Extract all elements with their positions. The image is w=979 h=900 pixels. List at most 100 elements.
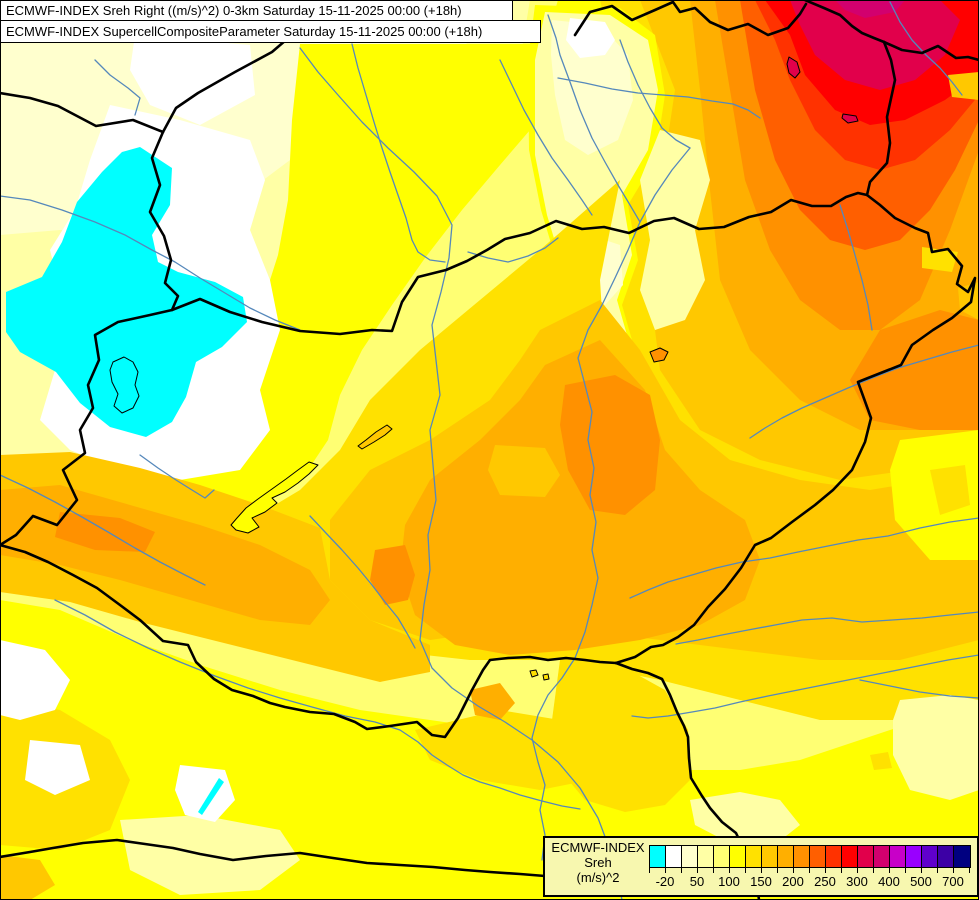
legend-tick-label: 300: [846, 874, 868, 889]
river-line: [619, 39, 691, 149]
legend-label-parameter: Sreh: [584, 855, 612, 870]
legend-swatch: [890, 846, 906, 867]
lake-outline: [529, 669, 539, 678]
legend-swatch: [922, 846, 938, 867]
contour-region: [893, 695, 979, 800]
legend-tick: [809, 868, 810, 873]
legend-tick: [665, 868, 666, 873]
legend-swatch: [746, 846, 762, 867]
legend-swatch: [938, 846, 954, 867]
contour-region: [850, 310, 979, 430]
legend-swatch: [682, 846, 698, 867]
legend-swatch: [714, 846, 730, 867]
legend-tick: [745, 868, 746, 873]
contour-region: [488, 445, 560, 497]
legend-tick: [857, 868, 858, 873]
contour-region: [170, 0, 610, 512]
contour-region: [640, 130, 710, 330]
legend-tick-label: 500: [910, 874, 932, 889]
country-border-line: [614, 193, 977, 665]
country-border-line: [882, 40, 979, 62]
river-line: [139, 454, 215, 499]
colorbar-legend: ECMWF-INDEX Sreh (m/s)^2 -20 50 100 150 200 2…: [543, 836, 979, 897]
legend-swatch: [810, 846, 826, 867]
country-border-line: [865, 40, 897, 197]
lake-outline: [841, 113, 859, 124]
legend-swatch: [954, 846, 970, 867]
legend-tick-label: 200: [782, 874, 804, 889]
legend-swatch: [666, 846, 682, 867]
legend-tick: [761, 868, 762, 873]
river-line: [749, 344, 979, 439]
legend-colorbar: [649, 845, 971, 868]
legend-tick: [937, 868, 938, 873]
contour-region: [948, 72, 979, 100]
legend-tick: [697, 868, 698, 873]
contour-region: [690, 792, 800, 838]
legend-tick-label: 250: [814, 874, 836, 889]
contour-region: [922, 247, 958, 272]
river-line: [531, 147, 691, 861]
legend-tick: [793, 868, 794, 873]
contour-region: [552, 660, 690, 812]
country-border-line: [0, 838, 547, 878]
river-line: [467, 237, 559, 263]
contour-region: [25, 740, 90, 795]
river-line: [889, 1, 963, 96]
contour-region: [198, 778, 224, 815]
legend-tick-label: 150: [750, 874, 772, 889]
river-line: [631, 654, 979, 719]
legend-tick: [729, 868, 730, 873]
lake-outline: [109, 356, 140, 414]
legend-swatch: [778, 846, 794, 867]
legend-tick-label: 50: [689, 874, 705, 889]
title-bar-parameter-2: ECMWF-INDEX SupercellCompositeParameter …: [0, 20, 541, 43]
legend-tick-label: 100: [718, 874, 740, 889]
lake-outline: [649, 347, 669, 363]
contour-region: [470, 683, 515, 720]
legend-tick: [777, 868, 778, 873]
river-line: [94, 59, 141, 116]
legend-tick: [825, 868, 826, 873]
country-border-line: [803, 0, 886, 44]
legend-tick-label: 400: [878, 874, 900, 889]
country-border-line: [573, 0, 808, 37]
river-line: [547, 14, 641, 223]
legend-label: ECMWF-INDEX Sreh (m/s)^2: [547, 840, 649, 885]
legend-tick: [873, 868, 874, 873]
legend-tick-label: -20: [655, 874, 675, 889]
contour-region: [55, 512, 155, 552]
contour-region: [0, 640, 70, 720]
contour-region: [870, 752, 892, 770]
lake-outline: [230, 461, 319, 534]
contour-region: [6, 147, 247, 437]
contour-region: [400, 340, 760, 655]
legend-tick: [969, 868, 970, 873]
legend-tick: [713, 868, 714, 873]
legend-label-units: (m/s)^2: [576, 870, 620, 885]
legend-swatch: [874, 846, 890, 867]
contour-region: [0, 855, 55, 900]
legend-swatch: [650, 846, 666, 867]
river-line: [675, 611, 979, 645]
contour-region: [370, 545, 415, 605]
legend-tick-label: 700: [942, 874, 964, 889]
legend-tick: [889, 868, 890, 873]
river-line: [299, 47, 623, 900]
legend-swatch: [698, 846, 714, 867]
country-border-line: [0, 543, 618, 739]
legend-tick: [841, 868, 842, 873]
legend-swatch: [730, 846, 746, 867]
river-line: [839, 204, 873, 331]
legend-tick: [681, 868, 682, 873]
contour-region: [930, 465, 970, 515]
lake-outline: [786, 56, 801, 79]
lake-outline: [542, 673, 550, 681]
river-line: [557, 77, 761, 119]
river-line: [351, 43, 446, 263]
river-line: [0, 474, 206, 586]
river-line: [629, 517, 979, 599]
